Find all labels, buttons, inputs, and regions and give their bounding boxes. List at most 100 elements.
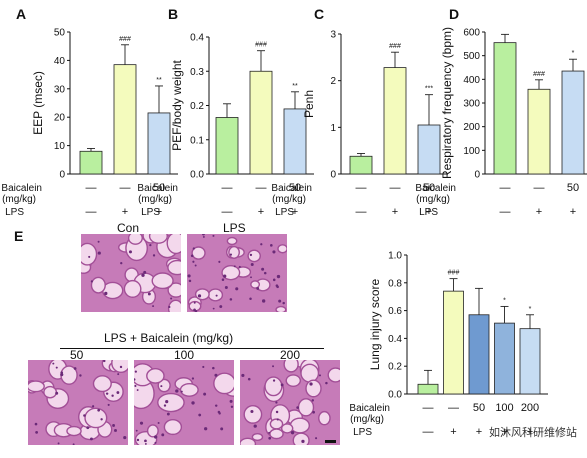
nucleus <box>136 438 140 442</box>
nucleus <box>256 286 260 290</box>
nucleus <box>215 294 218 297</box>
histology-label-con: Con <box>117 221 140 235</box>
nucleus <box>198 413 202 417</box>
panel-c-baicalein-label: Baicalein <box>271 183 312 194</box>
nucleus <box>191 401 195 405</box>
panel-d-baicalein-label: Baicalein <box>415 183 456 194</box>
histology-con-image <box>75 226 188 318</box>
panel-d-y-tick-label: 200 <box>463 122 480 133</box>
nucleus <box>111 394 114 397</box>
nucleus <box>134 384 137 388</box>
panel-c-y-tick-label: 0 <box>330 170 336 181</box>
nucleus <box>278 299 282 303</box>
alveolus <box>280 423 294 434</box>
panel-b-y-tick-label: 0.2 <box>190 101 204 112</box>
histology-200-svg <box>239 355 344 451</box>
panel-c-lps-value: + <box>392 206 398 218</box>
alveolus <box>269 428 284 440</box>
nucleus <box>60 373 64 377</box>
histology-dose-200: 200 <box>280 348 301 362</box>
panel-e-y-tick-label: 0.6 <box>388 306 402 317</box>
nucleus <box>250 263 254 267</box>
nucleus <box>149 243 152 247</box>
histology-dose-200-image <box>239 355 344 451</box>
panel-c-significance-label: *** <box>425 86 433 93</box>
nucleus <box>120 262 123 265</box>
nucleus <box>318 374 321 377</box>
nucleus <box>154 435 158 439</box>
panel-d-baicalein-value: 50 <box>567 182 579 194</box>
panel-a-y-tick-label: 0 <box>59 170 65 181</box>
watermark-text: 如沐风科研维修站 <box>489 426 577 439</box>
panel-e-significance-label: ### <box>448 270 460 277</box>
nucleus <box>214 404 218 407</box>
nucleus <box>175 389 179 393</box>
panel-b-baicalein-value: 50 <box>289 182 301 194</box>
panel-b-y-tick-label: 0.3 <box>190 67 204 78</box>
panel-b-significance-label: ### <box>255 42 267 49</box>
panel-b-y-tick-label: 0.0 <box>190 170 204 181</box>
panel-e-bar <box>417 383 439 395</box>
nucleus <box>97 251 101 255</box>
panel-d-y-tick-label: 300 <box>463 99 480 110</box>
panel-a-lps-value: + <box>122 206 128 218</box>
nucleus <box>55 391 59 395</box>
panel-e-baicalein-value: 100 <box>495 402 513 414</box>
panel-e-lps-value: + <box>450 426 456 438</box>
alveolus <box>318 410 331 426</box>
panel-c-lps-value: + <box>426 206 432 218</box>
nucleus <box>119 365 123 369</box>
nucleus <box>90 280 93 283</box>
panel-a-lps-value: — <box>86 206 97 218</box>
nucleus <box>103 359 106 363</box>
alveolus <box>221 264 241 281</box>
nucleus <box>263 271 267 275</box>
nucleus <box>168 305 171 309</box>
nucleus <box>301 439 305 444</box>
nucleus <box>268 436 272 440</box>
panel-d-significance-label: ### <box>533 71 545 78</box>
nucleus <box>276 285 279 289</box>
panel-b-y-tick-label: 0.4 <box>190 33 204 44</box>
alveolus <box>264 376 283 397</box>
alveolus <box>247 249 261 263</box>
panel-a-y-tick-label: 30 <box>54 84 66 95</box>
nucleus <box>203 392 207 396</box>
panel-b-bar <box>215 117 239 175</box>
panel-letter-a: A <box>16 6 27 22</box>
nucleus <box>152 254 156 257</box>
panel-d-baicalein-value: — <box>500 182 511 194</box>
panel-d-unit-label: (mg/kg) <box>416 194 450 205</box>
panel-c-bar <box>349 155 373 175</box>
panel-e-bar <box>519 328 541 395</box>
panel-b-baicalein-value: — <box>222 182 233 194</box>
nucleus <box>72 443 75 446</box>
nucleus <box>272 278 276 282</box>
panel-e-baicalein-value: — <box>448 402 459 414</box>
nucleus <box>229 399 233 403</box>
nucleus <box>160 385 163 388</box>
nucleus <box>180 390 183 393</box>
alveolus <box>163 418 183 436</box>
nucleus <box>212 234 215 237</box>
nucleus <box>86 426 90 430</box>
panel-a-baicalein-value: — <box>120 182 131 194</box>
nucleus <box>204 427 208 431</box>
nucleus <box>114 428 117 432</box>
nucleus <box>34 422 38 426</box>
nucleus <box>112 424 115 427</box>
panel-d-lps-label: LPS <box>419 207 438 218</box>
panel-c-bar <box>417 124 441 175</box>
panel-a-lps-label: LPS <box>5 207 24 218</box>
nucleus <box>97 408 101 412</box>
alveolus <box>243 404 263 424</box>
nucleus <box>152 305 155 308</box>
nucleus <box>212 366 215 370</box>
panel-e-baicalein-label: Baicalein <box>349 403 390 414</box>
panel-b-bar <box>249 70 273 175</box>
nucleus <box>270 244 273 247</box>
panel-e-lps-value: + <box>476 426 482 438</box>
nucleus <box>161 433 165 437</box>
nucleus <box>235 287 239 291</box>
nucleus <box>247 377 251 381</box>
